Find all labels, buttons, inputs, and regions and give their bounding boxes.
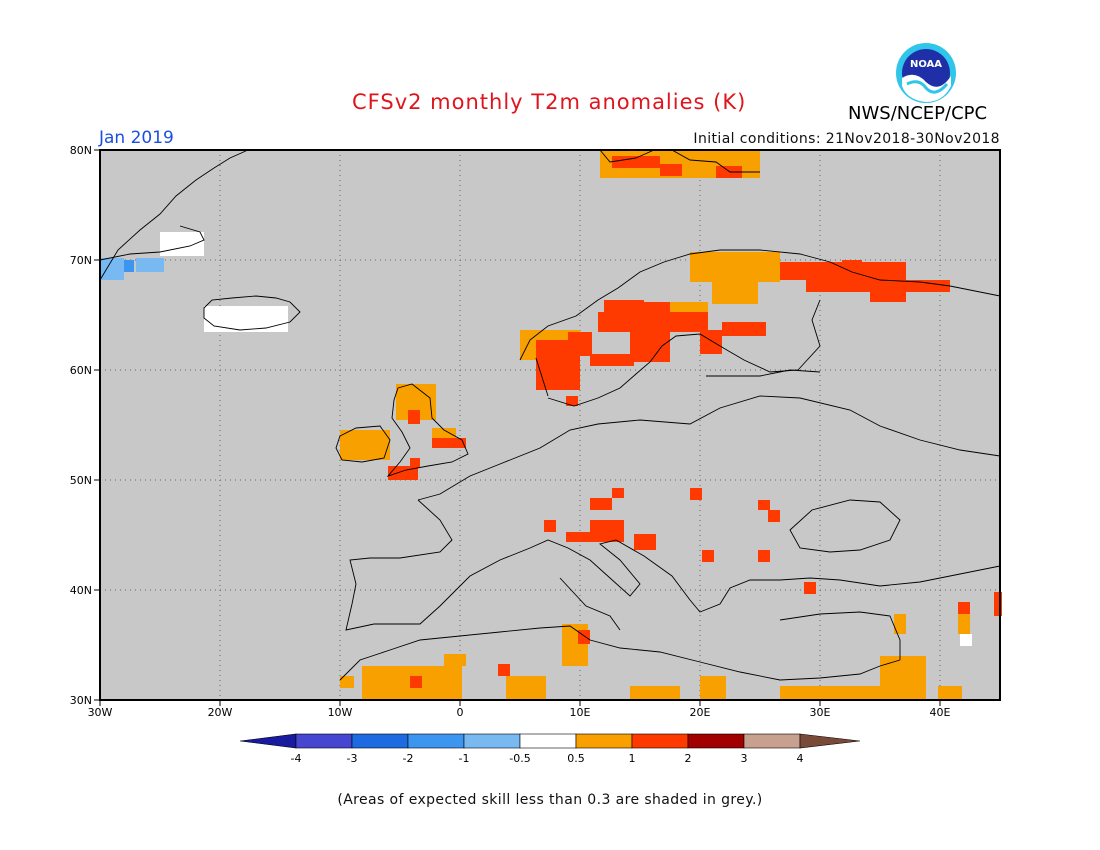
colorbar-tick: 4 — [797, 752, 804, 765]
lon-label: 20E — [690, 706, 711, 719]
map-ticks — [94, 149, 941, 706]
lat-label: 80N — [70, 144, 92, 157]
colorbar-segment — [519, 733, 577, 749]
lon-label: 20W — [208, 706, 233, 719]
neutral-cells — [160, 232, 972, 646]
colorbar-segment — [463, 733, 521, 749]
colorbar-tick: -3 — [347, 752, 358, 765]
lon-label: 10W — [328, 706, 353, 719]
agency-label: NWS/NCEP/CPC — [848, 103, 988, 124]
colorbar-tick: -2 — [403, 752, 414, 765]
colorbar-tick: -1 — [459, 752, 470, 765]
lon-label: 40E — [930, 706, 951, 719]
colorbar-arrow-left — [239, 733, 297, 749]
chart-title: CFSv2 monthly T2m anomalies (K) — [352, 90, 747, 114]
map-frame — [99, 149, 1001, 701]
lon-label: 30E — [810, 706, 831, 719]
colorbar-segment — [575, 733, 633, 749]
coastlines — [99, 149, 1001, 681]
colorbar-tick: 3 — [741, 752, 748, 765]
colorbar-segment — [407, 733, 465, 749]
noaa-logo: NOAA — [896, 43, 956, 103]
lat-label: 60N — [70, 364, 92, 377]
colorbar-segment — [631, 733, 689, 749]
map-background — [100, 150, 1000, 700]
colorbar-tick: -0.5 — [509, 752, 530, 765]
map-gridlines — [100, 150, 1000, 700]
lon-labels: 30W 20W 10W 0 10E 20E 30E 40E — [88, 706, 951, 719]
skill-footnote: (Areas of expected skill less than 0.3 a… — [337, 792, 763, 808]
lon-label: 30W — [88, 706, 113, 719]
colorbar-segment — [295, 733, 353, 749]
lat-labels: 80N 70N 60N 50N 40N 30N — [70, 144, 92, 707]
colorbar-segment — [687, 733, 745, 749]
colorbar-tick: 2 — [685, 752, 692, 765]
lon-label: 10E — [570, 706, 591, 719]
colorbar-tick: 0.5 — [567, 752, 585, 765]
anomaly-cells-red — [388, 156, 1002, 688]
logo-text: NOAA — [910, 59, 942, 70]
colorbar — [239, 733, 861, 749]
lat-label: 30N — [70, 694, 92, 707]
lat-label: 50N — [70, 474, 92, 487]
lon-label: 0 — [457, 706, 464, 719]
colorbar-tick: 1 — [629, 752, 636, 765]
colorbar-segment — [351, 733, 409, 749]
colorbar-tick-labels: -4 -3 -2 -1 -0.5 0.5 1 2 3 4 — [291, 752, 804, 765]
colorbar-tick: -4 — [291, 752, 302, 765]
initial-conditions: Initial conditions: 21Nov2018-30Nov2018 — [693, 131, 1000, 147]
lat-label: 70N — [70, 254, 92, 267]
forecast-month: Jan 2019 — [99, 128, 174, 148]
colorbar-segment — [743, 733, 801, 749]
lat-label: 40N — [70, 584, 92, 597]
anomaly-cells-blue — [100, 258, 164, 280]
colorbar-arrow-right — [799, 733, 861, 749]
